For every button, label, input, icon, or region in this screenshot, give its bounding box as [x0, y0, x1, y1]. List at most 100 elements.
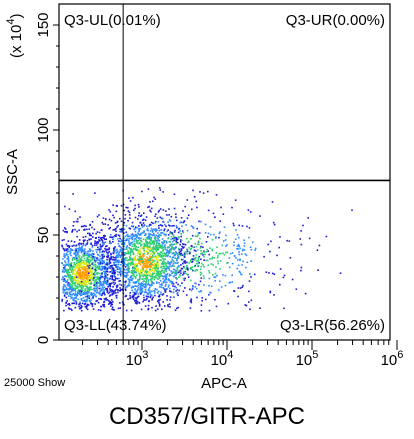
event-point	[220, 252, 222, 255]
event-point	[132, 266, 135, 268]
event-point	[209, 247, 211, 249]
event-point	[134, 216, 137, 219]
event-point	[91, 303, 94, 305]
event-point	[157, 232, 159, 234]
event-point	[68, 263, 71, 265]
event-point	[66, 231, 68, 234]
event-point	[137, 203, 140, 206]
event-point	[158, 234, 161, 236]
event-point	[173, 252, 176, 255]
event-point	[184, 253, 186, 255]
event-point	[151, 281, 154, 283]
event-point	[139, 256, 142, 259]
event-point	[149, 273, 152, 275]
event-point	[219, 260, 222, 262]
event-point	[64, 284, 66, 287]
event-point	[171, 265, 173, 268]
event-point	[190, 225, 193, 227]
event-point	[145, 269, 148, 271]
event-point	[127, 263, 130, 266]
event-point	[106, 253, 109, 256]
event-point	[80, 274, 82, 276]
event-point	[164, 267, 166, 270]
event-point	[134, 226, 137, 228]
event-point	[166, 249, 168, 251]
event-point	[156, 308, 159, 310]
event-point	[158, 259, 160, 261]
event-point	[146, 259, 149, 262]
event-point	[72, 279, 74, 281]
event-point	[84, 272, 87, 274]
event-point	[174, 257, 176, 259]
event-point	[88, 288, 90, 290]
event-point	[130, 242, 132, 245]
event-point	[184, 260, 186, 262]
event-point	[90, 238, 92, 240]
event-point	[80, 291, 83, 294]
event-point	[77, 292, 79, 295]
event-point	[85, 285, 87, 288]
event-point	[172, 291, 175, 294]
event-point	[97, 261, 99, 264]
event-point	[115, 288, 117, 291]
event-point	[73, 273, 76, 275]
event-point	[187, 214, 190, 216]
event-point	[99, 272, 101, 275]
event-point	[128, 235, 130, 238]
event-point	[69, 253, 71, 255]
event-point	[65, 249, 68, 251]
event-point	[107, 292, 110, 295]
event-point	[108, 248, 110, 251]
event-point	[148, 236, 151, 239]
event-point	[145, 233, 147, 235]
event-point	[92, 296, 94, 298]
event-point	[217, 255, 219, 257]
event-point	[123, 245, 125, 248]
event-point	[141, 243, 143, 246]
event-point	[148, 265, 150, 267]
event-point	[113, 236, 115, 238]
event-point	[115, 204, 118, 207]
event-point	[102, 281, 104, 283]
event-point	[75, 257, 77, 259]
event-point	[138, 249, 141, 252]
event-point	[161, 256, 163, 258]
event-point	[79, 302, 81, 305]
event-point	[97, 266, 100, 269]
event-point	[113, 216, 115, 219]
event-point	[140, 215, 142, 217]
event-point	[153, 290, 156, 293]
event-point	[208, 270, 210, 272]
event-point	[157, 267, 160, 269]
event-point	[132, 268, 134, 270]
event-point	[180, 232, 182, 235]
event-point	[131, 274, 134, 277]
event-point	[128, 278, 130, 281]
event-point	[62, 286, 65, 289]
event-point	[149, 268, 151, 270]
event-point	[81, 283, 83, 285]
event-point	[198, 232, 201, 234]
event-point	[188, 252, 191, 255]
event-point	[109, 210, 112, 213]
event-point	[177, 266, 179, 269]
event-point	[79, 263, 81, 266]
event-point	[178, 248, 181, 251]
event-point	[132, 272, 134, 274]
event-point	[186, 217, 189, 220]
event-point	[239, 287, 242, 289]
event-point	[151, 297, 154, 300]
event-point	[205, 241, 208, 243]
event-point	[242, 248, 244, 251]
event-point	[91, 305, 94, 308]
event-point	[194, 243, 197, 245]
event-point	[129, 235, 131, 238]
event-point	[68, 265, 70, 267]
event-point	[95, 259, 98, 262]
event-point	[236, 245, 239, 247]
event-point	[81, 277, 84, 280]
event-point	[238, 224, 240, 227]
event-point	[140, 284, 142, 286]
event-point	[151, 273, 154, 275]
